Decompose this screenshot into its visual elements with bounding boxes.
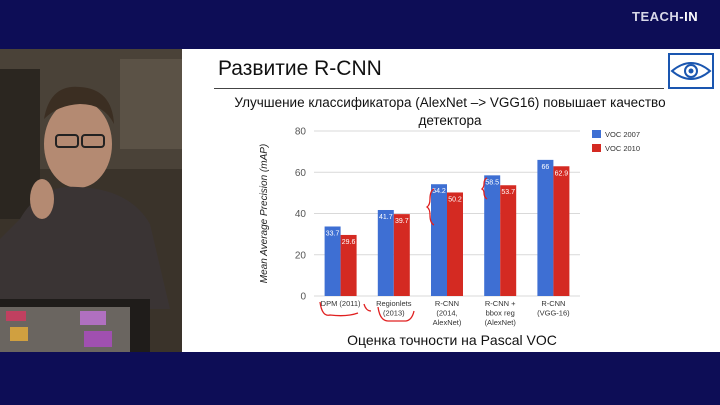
y-tick-label: 80 bbox=[295, 127, 307, 138]
top-band bbox=[0, 0, 720, 49]
bar-value-label: 39.7 bbox=[395, 218, 409, 225]
legend-swatch bbox=[592, 144, 601, 152]
bar bbox=[447, 192, 463, 296]
x-axis-label: Оценка точности на Pascal VOC bbox=[347, 332, 557, 348]
x-tick-label: AlexNet) bbox=[433, 318, 462, 327]
bar-value-label: 62.9 bbox=[555, 170, 569, 177]
x-tick-label: Regionlets bbox=[376, 299, 412, 308]
logo-accent-text: -IN bbox=[679, 9, 699, 24]
legend-swatch bbox=[592, 130, 601, 138]
title-divider bbox=[214, 88, 664, 89]
bar bbox=[484, 175, 501, 296]
y-axis-label: Mean Average Precision (mAP) bbox=[259, 144, 270, 284]
x-tick-label: (2014, bbox=[436, 309, 457, 318]
logo-main-text: TEACH bbox=[632, 9, 680, 24]
x-tick-label: (AlexNet) bbox=[485, 318, 517, 327]
y-tick-label: 0 bbox=[300, 292, 306, 303]
x-tick-label: DPM (2011) bbox=[321, 299, 361, 308]
bar bbox=[377, 209, 394, 296]
annotation-brace bbox=[480, 177, 488, 200]
x-tick-label: bbox reg bbox=[486, 309, 515, 318]
bar bbox=[537, 159, 554, 296]
bar bbox=[553, 166, 570, 296]
bar-value-label: 66 bbox=[542, 164, 550, 171]
y-tick-label: 40 bbox=[295, 209, 307, 220]
annotation-underline bbox=[377, 306, 415, 322]
bar bbox=[431, 184, 447, 296]
bar bbox=[393, 214, 410, 296]
slide-title: Развитие R-CNN bbox=[218, 57, 382, 80]
legend-label: VOC 2007 bbox=[605, 130, 640, 139]
bar-value-label: 53.7 bbox=[501, 189, 515, 196]
presentation-slide: Развитие R-CNN Улучшение классификатора … bbox=[182, 49, 720, 352]
speaker-video bbox=[0, 49, 182, 352]
bar-value-label: 33.7 bbox=[326, 230, 340, 237]
bar-value-label: 58.5 bbox=[485, 179, 499, 186]
annotation-underline bbox=[363, 303, 372, 312]
bar-value-label: 41.7 bbox=[379, 214, 393, 221]
bar-value-label: 29.6 bbox=[342, 239, 356, 246]
y-tick-label: 60 bbox=[295, 168, 307, 179]
x-tick-label: R-CNN bbox=[541, 299, 565, 308]
teachin-logo: TEACH-IN bbox=[632, 9, 698, 24]
speaker-image bbox=[0, 49, 182, 352]
annotation-underline bbox=[319, 301, 359, 317]
y-tick-label: 20 bbox=[295, 250, 307, 261]
x-tick-label: R-CNN + bbox=[485, 299, 516, 308]
bar-value-label: 50.2 bbox=[448, 196, 462, 203]
bar bbox=[324, 226, 341, 296]
annotation-brace bbox=[425, 188, 435, 226]
bar bbox=[340, 234, 357, 296]
x-tick-label: R-CNN bbox=[435, 299, 459, 308]
x-tick-label: (VGG-16) bbox=[537, 309, 570, 318]
legend-label: VOC 2010 bbox=[605, 144, 640, 153]
eye-logo-icon bbox=[668, 53, 714, 89]
chart-title: Улучшение классификатора (AlexNet –> VGG… bbox=[234, 95, 666, 128]
x-tick-label: (2013) bbox=[383, 309, 405, 318]
bottom-band bbox=[0, 352, 720, 405]
bar bbox=[500, 185, 517, 296]
bar-chart: 0 20 40 60 80 Mean Average Precision (mAP) 33.… bbox=[259, 127, 640, 349]
bar-value-label: 54.2 bbox=[432, 188, 446, 195]
